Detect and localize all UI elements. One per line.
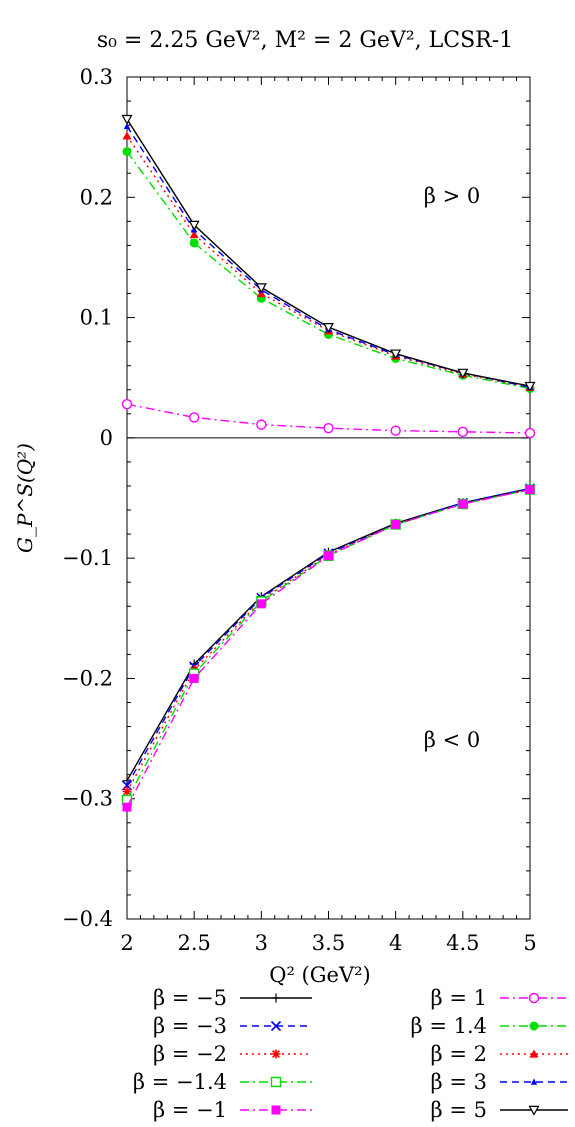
x-tick-label: 4 (389, 931, 402, 955)
series-4 (122, 485, 535, 812)
series-5 (121, 398, 536, 439)
data-point (524, 381, 536, 392)
annotation-beta-negative: β < 0 (424, 728, 480, 752)
series-line (126, 488, 531, 801)
legend-label: β = −3 (153, 1014, 227, 1038)
data-point (121, 114, 133, 125)
y-tick-label: −0.1 (62, 546, 113, 570)
data-point (189, 673, 199, 683)
series-3 (121, 484, 536, 806)
series-9 (121, 114, 536, 392)
legend-marker (529, 1021, 539, 1031)
legend-label: β = 3 (431, 1070, 487, 1094)
legend-entry: β = −5 (153, 986, 312, 1010)
legend-entry: β = −1 (153, 1098, 312, 1122)
data-point (189, 238, 199, 248)
y-axis: −0.4 −0.3 −0.2 −0.1 0 0.1 0.2 0.3 (62, 65, 530, 931)
legend-entry: β = −3 (153, 1014, 312, 1038)
data-point (256, 419, 267, 430)
legend-marker (528, 1105, 540, 1116)
legend-marker (270, 1020, 282, 1032)
x-tick-label: 3 (255, 931, 268, 955)
legend-entry: β = 2 (431, 1042, 568, 1066)
x-tick-label: 3.5 (312, 931, 345, 955)
y-tick-label: −0.3 (62, 787, 113, 811)
data-point (123, 122, 131, 130)
legend-marker (270, 1076, 282, 1088)
y-tick-label: −0.2 (62, 666, 113, 690)
x-tick-label: 5 (523, 931, 536, 955)
legend-marker (271, 1049, 281, 1059)
data-point (524, 427, 536, 439)
data-point (390, 425, 401, 436)
data-point (188, 220, 200, 231)
data-point (324, 551, 333, 561)
x-axis: 2 2.5 3 3.5 4 4.5 5 (120, 77, 537, 955)
series-7 (122, 131, 535, 391)
legend-entry: β = 5 (431, 1098, 568, 1122)
legend-marker (528, 992, 540, 1004)
legend-entry: β = 3 (431, 1070, 568, 1094)
data-point (390, 349, 402, 360)
data-point (391, 519, 401, 529)
legend-label: β = 2 (431, 1042, 487, 1066)
y-tick-label: 0.1 (80, 306, 113, 330)
data-point (256, 599, 266, 609)
data-point (255, 283, 267, 294)
legend-entry: β = 1.4 (411, 1014, 568, 1038)
series-line (126, 135, 531, 388)
series-line (126, 125, 531, 388)
data-point (122, 802, 132, 812)
legend-label: β = −5 (153, 986, 227, 1010)
legend-entry: β = −2 (153, 1042, 312, 1066)
legend: β = −5 β = −3 β = −2 β = −1.4 β = −1 β = 1 β =… (133, 986, 568, 1122)
x-tick-label: 2.5 (177, 931, 210, 955)
legend-label: β = 1.4 (411, 1014, 487, 1038)
data-point (322, 322, 335, 333)
data-point (189, 230, 199, 239)
legend-marker (271, 1105, 281, 1115)
y-tick-label: −0.4 (62, 907, 113, 931)
series-layer (121, 114, 536, 812)
data-point (121, 398, 133, 410)
legend-label: β = −1.4 (133, 1070, 227, 1094)
legend-marker (529, 1049, 539, 1058)
y-tick-label: 0 (100, 426, 113, 450)
data-point (457, 426, 469, 438)
data-point (122, 147, 132, 157)
legend-marker (271, 993, 281, 1003)
legend-entry: β = 1 (431, 986, 568, 1010)
x-axis-label: Q² (GeV²) (269, 963, 370, 987)
annotation-beta-positive: β > 0 (424, 184, 480, 208)
series-line (126, 488, 531, 808)
legend-marker (530, 1078, 538, 1085)
legend-label: β = −1 (153, 1098, 227, 1122)
data-point (122, 131, 132, 140)
y-tick-label: 0.3 (80, 65, 113, 89)
x-tick-label: 2 (120, 931, 133, 955)
data-point (457, 368, 469, 379)
data-point (458, 499, 468, 509)
series-line (126, 118, 531, 387)
data-point (188, 412, 200, 423)
legend-label: β = 5 (431, 1098, 487, 1122)
data-point (323, 423, 334, 434)
x-tick-label: 4.5 (446, 931, 479, 955)
legend-label: β = 1 (431, 986, 487, 1010)
data-point (525, 485, 535, 495)
chart-title: s₀ = 2.25 GeV², M² = 2 GeV², LCSR-1 (97, 28, 513, 53)
y-tick-label: 0.2 (80, 185, 113, 209)
y-axis-label: G_P^S(Q²) (13, 443, 37, 553)
legend-entry: β = −1.4 (133, 1070, 312, 1094)
legend-label: β = −2 (153, 1042, 227, 1066)
series-8 (123, 122, 534, 391)
data-point (122, 786, 132, 796)
